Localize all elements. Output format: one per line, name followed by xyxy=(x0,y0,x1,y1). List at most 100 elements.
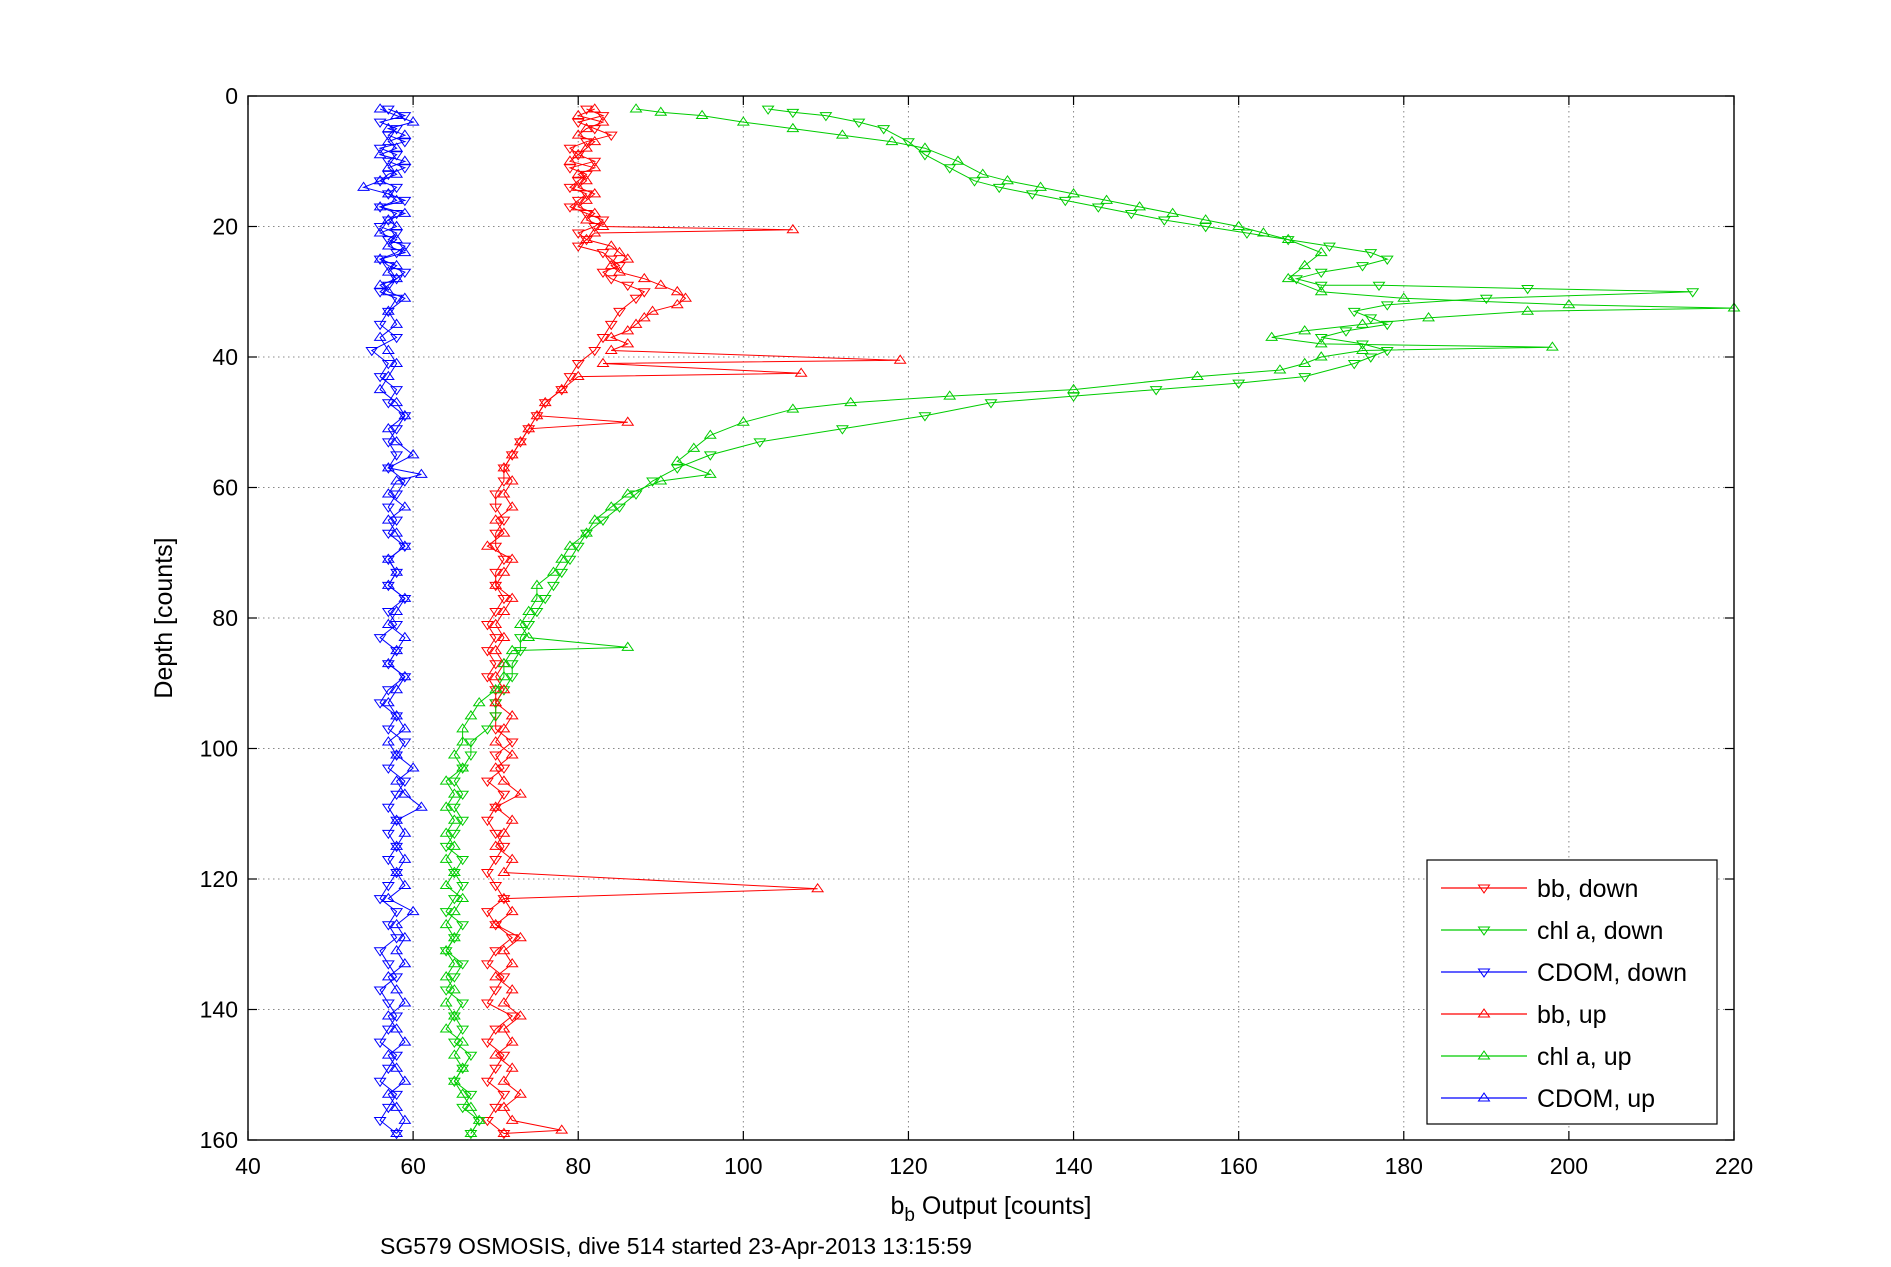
data-point xyxy=(621,488,635,498)
data-point xyxy=(1380,255,1394,265)
legend-entry: bb, down xyxy=(1441,875,1638,903)
data-point xyxy=(563,540,577,550)
data-point xyxy=(555,383,569,394)
data-point xyxy=(390,386,404,396)
data-point xyxy=(1314,268,1328,279)
data-point xyxy=(398,129,412,139)
x-tick-label: 120 xyxy=(889,1153,927,1179)
data-point xyxy=(373,383,387,394)
data-point xyxy=(588,514,602,524)
data-point xyxy=(1323,242,1336,252)
y-tick-label: 120 xyxy=(200,866,238,892)
data-point xyxy=(489,801,503,811)
data-point xyxy=(497,1130,511,1140)
data-point xyxy=(497,488,511,498)
data-point xyxy=(505,1012,519,1022)
data-point xyxy=(1562,298,1576,309)
data-point xyxy=(497,866,511,876)
data-point xyxy=(918,151,932,161)
data-point xyxy=(390,683,404,694)
data-point xyxy=(505,957,519,968)
data-point xyxy=(505,449,519,459)
data-point xyxy=(505,475,519,485)
data-point xyxy=(381,686,395,696)
data-point xyxy=(447,777,461,787)
data-point xyxy=(489,971,503,981)
data-point xyxy=(489,696,503,707)
data-point xyxy=(381,503,395,513)
data-point xyxy=(373,947,387,957)
data-point xyxy=(390,168,404,178)
data-point xyxy=(637,288,651,298)
data-point xyxy=(390,1101,404,1111)
data-point xyxy=(1240,229,1254,239)
data-point xyxy=(489,644,503,655)
data-point xyxy=(943,164,957,174)
data-point xyxy=(621,338,635,348)
data-point xyxy=(703,468,717,478)
data-point xyxy=(373,1038,387,1048)
data-point xyxy=(398,246,412,257)
data-point xyxy=(381,892,395,903)
data-point xyxy=(390,647,404,657)
data-point xyxy=(1364,249,1378,259)
data-point xyxy=(456,736,470,746)
data-point xyxy=(439,944,453,955)
data-point xyxy=(1347,360,1361,370)
data-point xyxy=(489,1064,503,1075)
x-axis-label-main: b xyxy=(891,1192,905,1220)
data-point xyxy=(439,947,453,957)
data-point xyxy=(464,1130,478,1140)
data-point xyxy=(1149,386,1163,396)
data-point xyxy=(530,409,544,420)
data-point xyxy=(447,1012,461,1022)
data-point xyxy=(505,1114,519,1124)
data-point xyxy=(439,827,453,837)
data-point xyxy=(951,155,965,165)
data-point xyxy=(497,670,511,681)
data-point xyxy=(390,1051,404,1062)
data-point xyxy=(580,233,593,244)
data-point xyxy=(877,125,891,135)
data-point xyxy=(381,307,395,318)
data-point xyxy=(497,631,511,642)
data-point xyxy=(398,673,412,683)
data-point xyxy=(563,373,577,383)
series-line xyxy=(486,108,901,1134)
data-point xyxy=(522,631,536,642)
data-point xyxy=(381,608,395,618)
y-tick-label: 160 xyxy=(200,1127,238,1153)
data-point xyxy=(1124,209,1138,220)
data-point xyxy=(489,579,503,589)
data-point xyxy=(489,736,503,746)
data-point xyxy=(489,829,503,840)
data-point xyxy=(390,475,404,485)
data-point xyxy=(489,803,503,814)
data-point xyxy=(381,657,395,668)
data-point xyxy=(373,986,387,996)
x-tick-label: 60 xyxy=(400,1153,426,1179)
data-point xyxy=(406,449,420,459)
data-point xyxy=(390,527,404,537)
data-point xyxy=(1545,341,1559,351)
data-point xyxy=(381,514,395,524)
data-point xyxy=(390,816,404,827)
data-point xyxy=(381,618,395,628)
data-point xyxy=(489,618,503,628)
data-point xyxy=(447,788,461,798)
data-point xyxy=(390,490,404,500)
data-point xyxy=(1058,196,1072,207)
data-point xyxy=(398,138,412,148)
data-point xyxy=(571,542,585,553)
data-point xyxy=(406,116,420,126)
data-point xyxy=(381,214,395,224)
data-point xyxy=(381,285,395,296)
series-3 xyxy=(480,103,907,1137)
data-point xyxy=(497,605,511,615)
data-point xyxy=(505,501,519,511)
data-point xyxy=(489,855,503,866)
data-point xyxy=(1314,351,1328,361)
data-point xyxy=(1364,353,1378,363)
data-point xyxy=(390,775,404,785)
data-point xyxy=(1025,190,1039,200)
